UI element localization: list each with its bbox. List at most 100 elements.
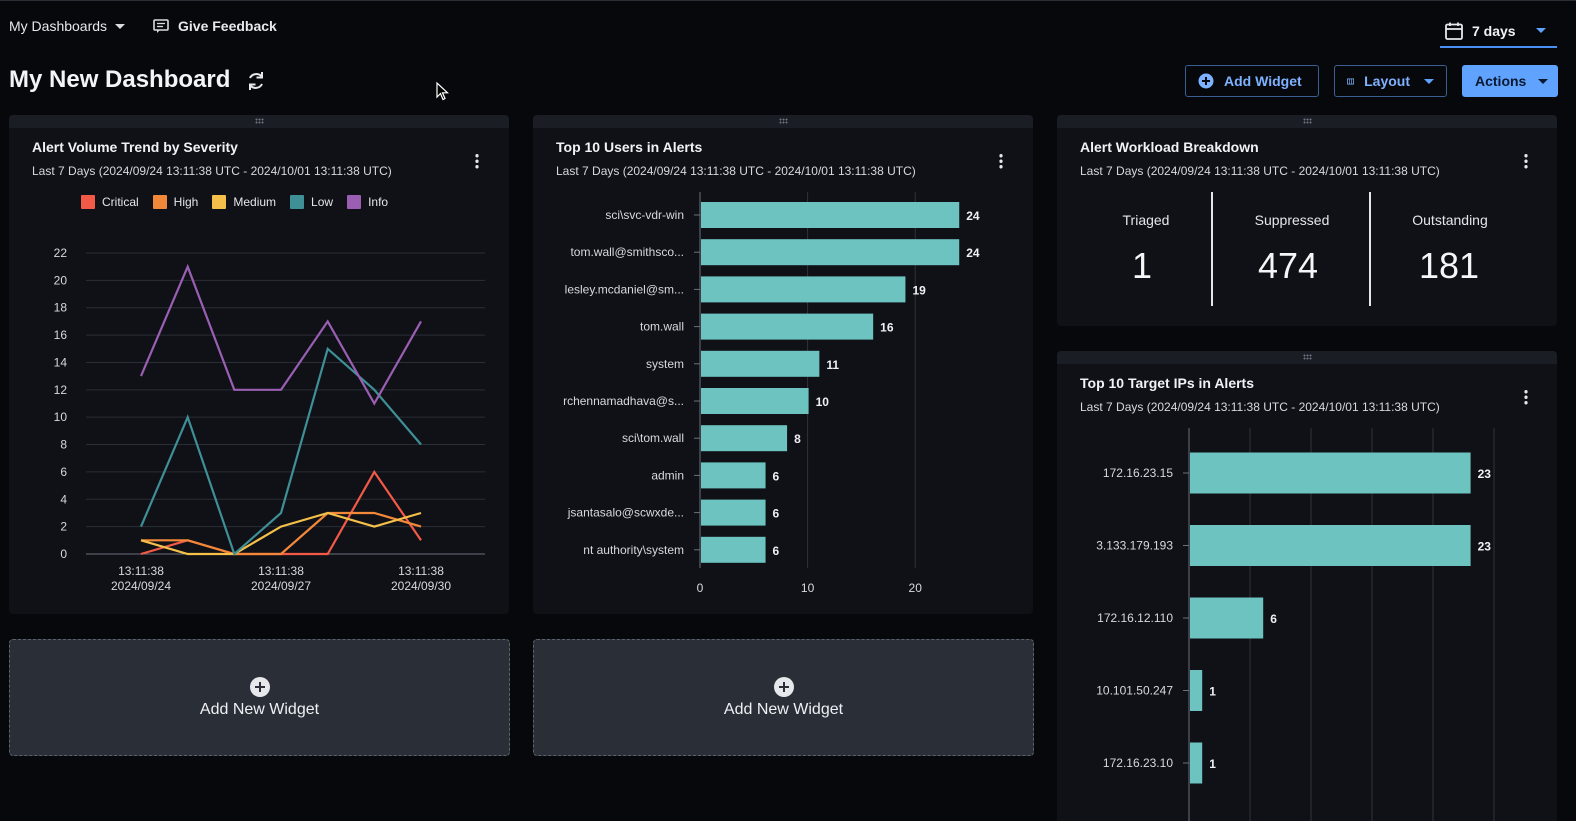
category-label: sci\svc-vdr-win: [605, 208, 684, 222]
bar: [1190, 670, 1203, 711]
category-label: 3.133.179.193: [1096, 539, 1173, 553]
layout-button[interactable]: Layout: [1334, 65, 1447, 97]
legend-label: Critical: [102, 195, 139, 209]
feedback-icon: [153, 18, 169, 33]
legend-item-medium[interactable]: Medium: [212, 195, 276, 209]
add-new-widget-slot[interactable]: Add New Widget: [9, 639, 510, 756]
more-options-icon[interactable]: [999, 153, 1003, 169]
bar: [701, 350, 820, 377]
legend-swatch: [212, 195, 227, 209]
top-users-widget: Top 10 Users in Alerts Last 7 Days (2024…: [533, 115, 1033, 614]
y-tick-label: 0: [60, 547, 67, 561]
chevron-down-icon: [1424, 78, 1434, 84]
my-dashboards-label: My Dashboards: [9, 18, 108, 34]
category-label: jsantasalo@scwxde...: [567, 506, 684, 520]
category-label: 172.16.23.10: [1103, 756, 1173, 770]
drag-handle[interactable]: [9, 115, 509, 128]
widget-subtitle: Last 7 Days (2024/09/24 13:11:38 UTC - 2…: [1080, 400, 1440, 414]
legend-swatch: [152, 195, 167, 209]
data-label: 24: [966, 246, 980, 260]
more-options-icon[interactable]: [1524, 153, 1528, 169]
refresh-icon[interactable]: [245, 70, 267, 92]
data-label: 6: [773, 469, 780, 483]
widget-subtitle: Last 7 Days (2024/09/24 13:11:38 UTC - 2…: [556, 164, 916, 178]
add-new-widget-label: Add New Widget: [199, 700, 320, 718]
give-feedback-label: Give Feedback: [178, 18, 277, 34]
data-label: 6: [773, 507, 780, 521]
legend-label: High: [173, 195, 199, 209]
more-options-icon[interactable]: [1524, 389, 1528, 405]
ips-bar-chart: 172.16.23.15 23 3.133.179.193 23 172.16.12.1…: [1096, 428, 1495, 821]
my-dashboards-dropdown[interactable]: My Dashboards: [9, 18, 126, 34]
category-label: admin: [651, 468, 684, 482]
bar: [701, 239, 960, 266]
category-label: 10.101.50.247: [1096, 684, 1173, 698]
legend-item-critical[interactable]: Critical: [81, 195, 139, 209]
drag-handle[interactable]: [1057, 115, 1557, 128]
mouse-cursor-icon: [436, 82, 449, 101]
x-tick-label: 2024/09/30: [391, 579, 451, 593]
y-tick-label: 18: [54, 301, 68, 315]
data-label: 1: [1209, 757, 1216, 771]
x-tick-label: 2024/09/24: [111, 579, 171, 593]
x-tick-label: 10: [801, 581, 815, 595]
triaged-value: 1: [1131, 245, 1153, 286]
legend-label: Info: [368, 195, 389, 209]
category-label: 172.16.12.110: [1097, 611, 1173, 625]
layout-label: Layout: [1364, 73, 1410, 89]
legend-label: Medium: [233, 195, 277, 209]
y-tick-label: 12: [54, 383, 68, 397]
x-tick-label: 20: [909, 581, 923, 595]
grip-icon: [1303, 354, 1312, 360]
more-options-icon[interactable]: [475, 153, 479, 169]
legend-swatch: [290, 195, 305, 209]
actions-button[interactable]: Actions: [1462, 65, 1558, 97]
category-label: sci\tom.wall: [622, 431, 684, 445]
category-label: system: [646, 357, 684, 371]
give-feedback-button[interactable]: Give Feedback: [153, 18, 277, 34]
drag-handle[interactable]: [1057, 351, 1557, 364]
top-bar: My Dashboards Give Feedback 7 days: [0, 0, 1576, 54]
bar: [1190, 525, 1471, 566]
legend-swatch: [347, 195, 362, 209]
grip-icon: [779, 118, 788, 124]
widget-title: Top 10 Users in Alerts: [556, 139, 703, 155]
outstanding-value: 181: [1418, 245, 1480, 286]
chart-legend: Critical High Medium Low Info: [81, 195, 388, 209]
alert-volume-widget: Alert Volume Trend by Severity Last 7 Da…: [9, 115, 509, 614]
legend-item-high[interactable]: High: [152, 195, 199, 209]
suppressed-label: Suppressed: [1254, 212, 1330, 228]
add-new-widget-slot[interactable]: Add New Widget: [533, 639, 1034, 756]
widget-title: Alert Workload Breakdown: [1080, 139, 1259, 155]
legend-item-info[interactable]: Info: [347, 195, 388, 209]
chevron-down-icon: [1538, 78, 1549, 84]
drag-handle[interactable]: [533, 115, 1033, 128]
data-label: 1: [1209, 685, 1216, 699]
bar: [701, 202, 960, 228]
add-new-widget-label: Add New Widget: [723, 700, 844, 718]
plus-circle-icon: [249, 676, 270, 697]
date-range-selector[interactable]: 7 days: [1440, 15, 1557, 48]
plus-circle-icon: [1198, 73, 1214, 89]
bar: [1190, 742, 1203, 784]
columns-icon: [1347, 78, 1355, 84]
bar: [1190, 597, 1264, 639]
add-widget-button[interactable]: Add Widget: [1185, 65, 1319, 97]
data-label: 19: [912, 283, 926, 297]
x-tick-label: 0: [697, 581, 704, 595]
data-label: 23: [1478, 540, 1492, 554]
data-label: 6: [773, 544, 780, 558]
y-tick-label: 4: [60, 492, 67, 506]
data-label: 6: [1270, 612, 1277, 626]
outstanding-label: Outstanding: [1412, 212, 1488, 228]
legend-item-low[interactable]: Low: [290, 195, 333, 209]
x-tick-label: 13:11:38: [118, 564, 164, 578]
actions-label: Actions: [1475, 73, 1527, 89]
y-tick-label: 22: [54, 246, 68, 260]
y-tick-label: 20: [54, 273, 68, 287]
series-line-high: [141, 511, 422, 556]
widget-title: Top 10 Target IPs in Alerts: [1080, 375, 1255, 391]
plus-circle-icon: [773, 676, 794, 697]
divider: [1369, 192, 1371, 306]
category-label: nt authority\system: [583, 543, 684, 557]
